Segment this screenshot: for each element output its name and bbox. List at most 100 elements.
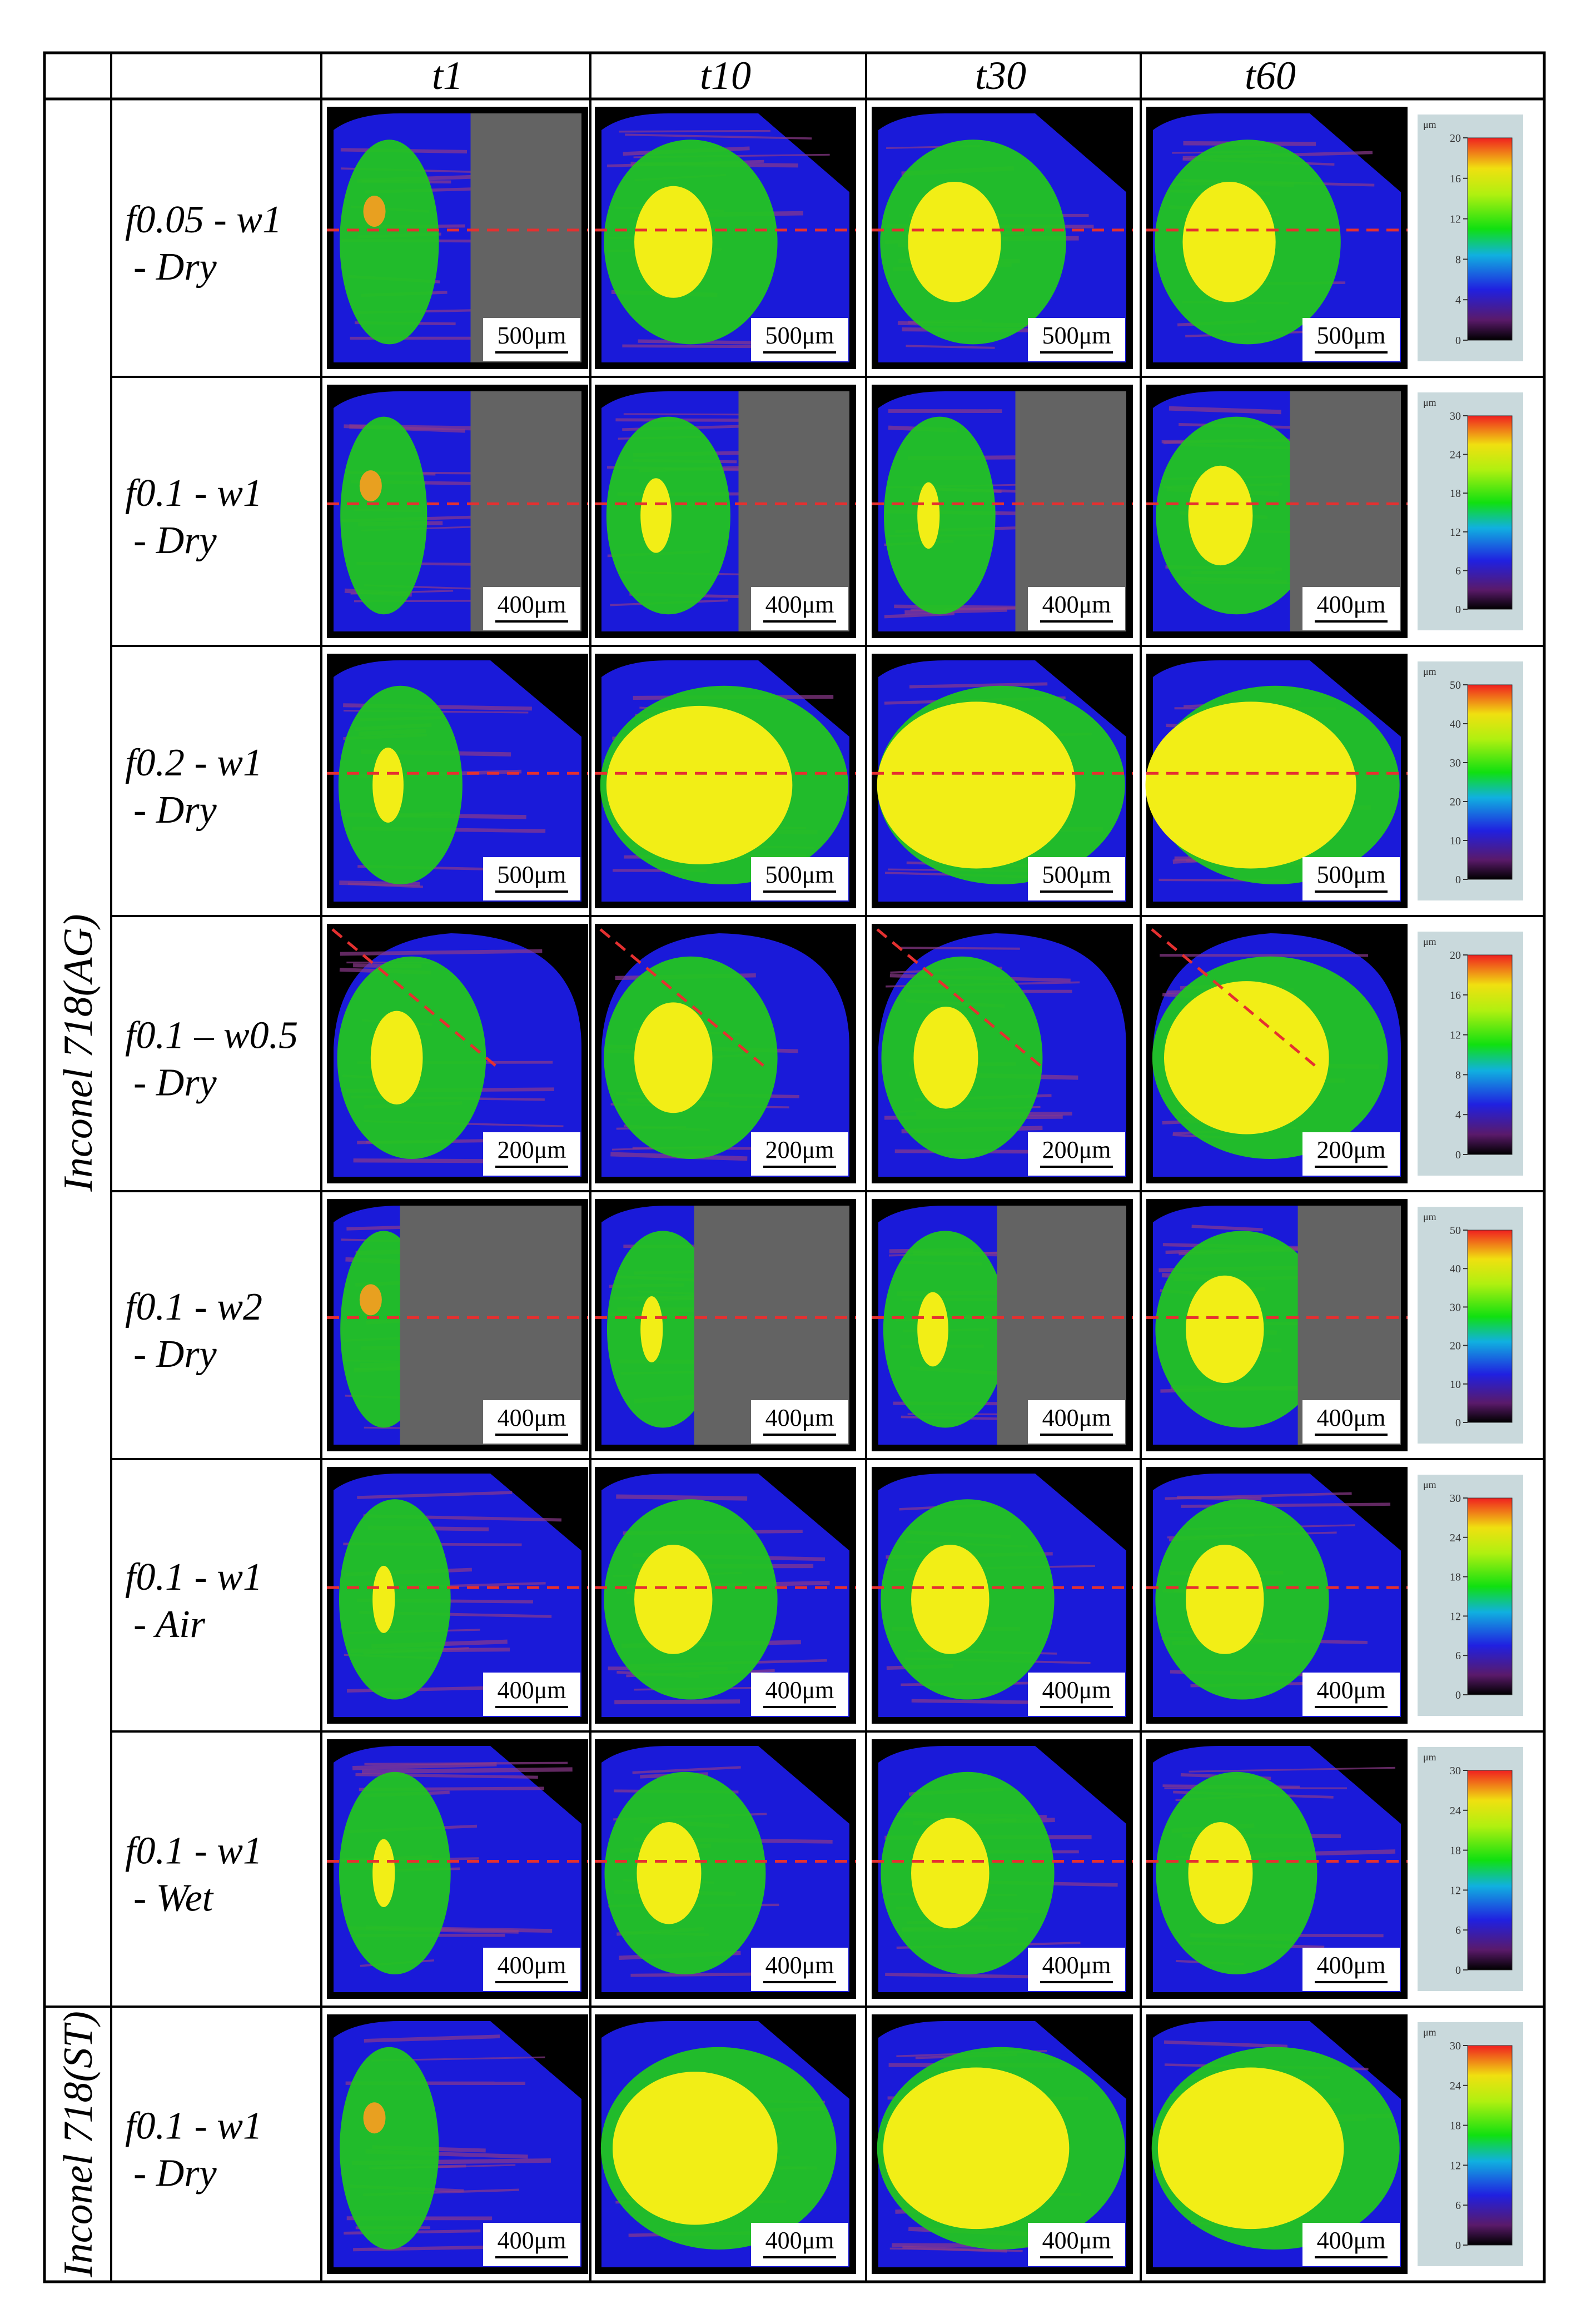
scale-bar-box	[1302, 857, 1400, 900]
wear-core	[363, 2102, 386, 2134]
scale-bar-box	[483, 857, 580, 900]
wear-map-panel: 500μm	[1146, 107, 1408, 369]
scale-bar-label: 400μm	[765, 1676, 834, 1704]
wear-core	[640, 478, 672, 553]
wear-streak	[904, 607, 1007, 615]
wear-core	[917, 1292, 948, 1367]
row-label: f0.1 - w1	[125, 1556, 262, 1599]
scale-bar-label: 400μm	[1317, 2227, 1386, 2254]
colorbar-tick-label: 0	[1455, 1689, 1461, 1701]
colorbar-tick-label: 30	[1450, 1765, 1461, 1777]
colorbar-tick-label: 12	[1450, 1610, 1461, 1623]
wear-core	[634, 186, 713, 298]
colorbar-tick-label: 10	[1450, 835, 1461, 847]
wear-zone	[340, 2047, 439, 2250]
wear-core	[883, 2067, 1070, 2230]
wear-core	[917, 482, 940, 549]
colorbar-tick-label: 10	[1450, 1379, 1461, 1391]
colorbar: μm 0 4 8 12 16 20	[1418, 115, 1523, 361]
wear-map-panel: 200μm	[327, 924, 588, 1183]
scale-bar-box	[1028, 1400, 1125, 1444]
colorbar-tick-label: 6	[1455, 2199, 1461, 2212]
colorbar-tick-label: 0	[1455, 2240, 1461, 2252]
scale-bar-box	[1302, 1948, 1400, 1991]
colorbar: μm 0 6 12 18 24 30	[1418, 2022, 1523, 2266]
scale-bar-box	[1302, 1673, 1400, 1716]
scale-bar-label: 200μm	[765, 1136, 834, 1163]
wear-streak	[347, 882, 424, 888]
colorbar-tick-label: 16	[1450, 173, 1461, 185]
wear-streak	[614, 1699, 740, 1705]
wear-core	[911, 1818, 990, 1929]
group-labels: Inconel 718(AG) Inconel 718(ST)	[56, 914, 101, 2278]
scale-bar-label: 400μm	[1317, 1676, 1386, 1704]
scale-bar-label: 500μm	[498, 861, 566, 888]
colorbar-tick-label: 20	[1450, 949, 1461, 962]
colorbar-gradient	[1467, 2045, 1513, 2246]
colorbar-unit: μm	[1423, 1211, 1436, 1222]
scale-bar-box	[1302, 2223, 1400, 2266]
wear-streak	[1191, 1225, 1263, 1232]
colorbar-tick-label: 0	[1455, 335, 1461, 347]
wear-core	[359, 470, 382, 502]
wear-map-panel: 400μm	[595, 1199, 856, 1451]
row-label: f0.1 - w1	[125, 2105, 262, 2148]
colorbar-unit: μm	[1423, 1479, 1436, 1490]
scale-bar-label: 400μm	[765, 1404, 834, 1431]
wear-core	[634, 1545, 713, 1654]
wear-map-panel: 400μm	[327, 1739, 588, 1999]
row-label: f0.1 - w2	[125, 1286, 262, 1328]
scale-bar-label: 500μm	[765, 322, 834, 349]
scale-bar-label: 400μm	[765, 591, 834, 618]
colorbar-tick-label: 6	[1455, 1924, 1461, 1937]
scale-bar-label: 400μm	[498, 1404, 566, 1431]
scale-bar-label: 400μm	[1042, 591, 1111, 618]
colorbar-unit: μm	[1423, 2027, 1436, 2038]
scale-bar-label: 500μm	[765, 861, 834, 888]
colorbar-tick-label: 16	[1450, 989, 1461, 1002]
table-border	[43, 51, 1546, 2283]
colorbar-tick-label: 24	[1450, 1805, 1461, 1817]
wear-map-panel: 500μm	[872, 654, 1133, 908]
scale-bar-label: 500μm	[1317, 861, 1386, 888]
scale-bar-box	[1302, 318, 1400, 361]
colorbar-tick-label: 12	[1450, 213, 1461, 226]
wear-core	[1145, 701, 1356, 869]
wear-streak	[1177, 1495, 1262, 1501]
colorbar-tick-label: 12	[1450, 526, 1461, 539]
colorbar-unit: μm	[1423, 1751, 1436, 1763]
wear-map-panel: 400μm	[872, 1739, 1133, 1999]
wear-core	[1157, 2067, 1344, 2230]
wear-core	[370, 1011, 423, 1104]
wear-map-panel: 400μm	[872, 385, 1133, 638]
colorbar: μm 0 6 12 18 24 30	[1418, 1747, 1523, 1991]
colorbar-gradient	[1467, 1230, 1513, 1423]
row-label: f0.05 - w1	[125, 198, 282, 241]
colorbar-tick-label: 24	[1450, 449, 1461, 461]
wear-core	[359, 1284, 382, 1316]
wear-streak	[616, 1494, 748, 1501]
row-label: - Dry	[133, 789, 217, 832]
scale-bar-box	[483, 1948, 580, 1991]
profile-line	[599, 928, 766, 1068]
colorbar-tick-label: 40	[1450, 1263, 1461, 1275]
column-header-t10: t10	[700, 53, 751, 98]
wear-core	[613, 2072, 778, 2225]
scale-bar-box	[483, 1673, 580, 1716]
wear-streak	[909, 682, 1048, 689]
wear-streak	[364, 1761, 568, 1765]
wear-streak	[902, 2246, 1007, 2253]
colorbar-tick-label: 8	[1455, 1069, 1461, 1081]
row-label: f0.1 - w1	[125, 1830, 262, 1873]
wear-streak	[361, 1767, 573, 1774]
wear-zone	[339, 1499, 451, 1700]
wear-streak	[1189, 1766, 1396, 1773]
scale-bar-box	[751, 318, 848, 361]
colorbar-gradient	[1467, 415, 1513, 610]
colorbar-gradient	[1467, 1770, 1513, 1970]
row-label: f0.2 - w1	[125, 742, 262, 784]
wear-core	[913, 1007, 978, 1109]
wear-map-panel: 400μm	[1146, 1467, 1408, 1724]
wear-map-panel: 400μm	[1146, 385, 1408, 638]
